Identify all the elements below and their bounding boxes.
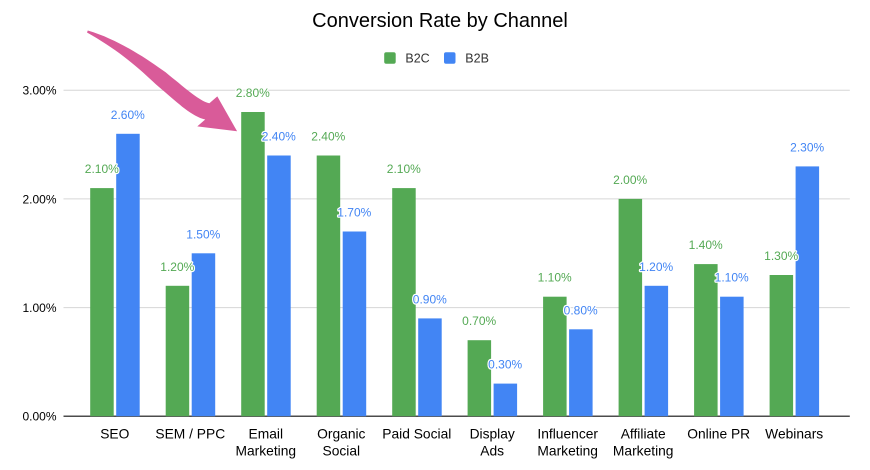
svg-text:2.30%: 2.30%	[790, 140, 824, 154]
svg-text:1.50%: 1.50%	[186, 227, 220, 241]
svg-text:2.40%: 2.40%	[262, 130, 296, 144]
svg-text:Ads: Ads	[480, 444, 504, 459]
svg-text:1.20%: 1.20%	[160, 260, 194, 274]
svg-text:Conversion Rate by Channel: Conversion Rate by Channel	[312, 10, 568, 32]
svg-text:Paid Social: Paid Social	[382, 427, 451, 442]
svg-text:Marketing: Marketing	[236, 444, 297, 459]
svg-text:1.00%: 1.00%	[22, 301, 56, 315]
svg-text:Social: Social	[323, 444, 361, 459]
svg-text:Webinars: Webinars	[765, 427, 823, 442]
svg-text:0.30%: 0.30%	[488, 358, 522, 372]
svg-text:2.10%: 2.10%	[387, 162, 421, 176]
svg-text:1.70%: 1.70%	[337, 206, 371, 220]
svg-text:2.60%: 2.60%	[111, 108, 145, 122]
svg-text:2.00%: 2.00%	[613, 173, 647, 187]
svg-text:B2C: B2C	[405, 51, 429, 65]
svg-text:0.00%: 0.00%	[22, 410, 56, 424]
svg-text:1.20%: 1.20%	[639, 260, 673, 274]
svg-text:2.00%: 2.00%	[22, 192, 56, 206]
svg-text:1.30%: 1.30%	[764, 249, 798, 263]
svg-text:Email: Email	[249, 427, 284, 442]
svg-text:Marketing: Marketing	[537, 444, 598, 459]
svg-text:1.40%: 1.40%	[689, 238, 723, 252]
svg-text:B2B: B2B	[465, 51, 489, 65]
svg-text:2.80%: 2.80%	[236, 86, 270, 100]
svg-text:Display: Display	[470, 427, 515, 442]
svg-text:SEO: SEO	[100, 427, 129, 442]
svg-text:1.10%: 1.10%	[538, 271, 572, 285]
svg-text:0.70%: 0.70%	[462, 314, 496, 328]
svg-text:Affiliate: Affiliate	[621, 427, 666, 442]
svg-text:Online PR: Online PR	[687, 427, 750, 442]
svg-text:2.10%: 2.10%	[85, 162, 119, 176]
svg-text:2.40%: 2.40%	[311, 130, 345, 144]
svg-text:Marketing: Marketing	[613, 444, 674, 459]
svg-text:1.10%: 1.10%	[715, 271, 749, 285]
svg-text:Organic: Organic	[317, 427, 365, 442]
svg-text:SEM / PPC: SEM / PPC	[155, 427, 225, 442]
svg-text:Influencer: Influencer	[537, 427, 598, 442]
svg-text:0.80%: 0.80%	[564, 303, 598, 317]
svg-text:3.00%: 3.00%	[22, 84, 56, 98]
svg-text:0.90%: 0.90%	[413, 292, 447, 306]
